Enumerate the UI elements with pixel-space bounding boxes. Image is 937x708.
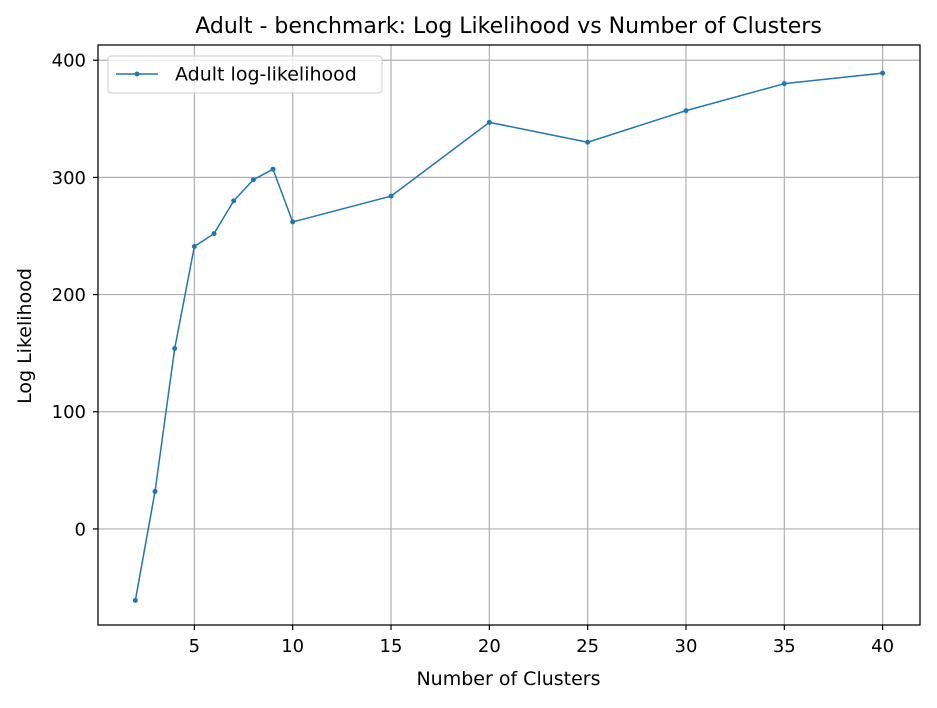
legend-label: Adult log-likelihood bbox=[175, 64, 357, 86]
data-point bbox=[290, 219, 296, 225]
x-tick-label: 35 bbox=[773, 636, 796, 657]
series-line bbox=[134, 72, 883, 601]
data-point bbox=[585, 139, 591, 145]
data-point bbox=[132, 597, 138, 603]
legend: Adult log-likelihood bbox=[107, 55, 383, 94]
data-point bbox=[152, 488, 158, 494]
chart-title: Adult - benchmark: Log Likelihood vs Num… bbox=[195, 14, 822, 39]
x-tick-label: 5 bbox=[189, 636, 200, 657]
x-tick-label: 40 bbox=[871, 636, 894, 657]
x-axis-label: Number of Clusters bbox=[416, 668, 600, 690]
y-tick-label: 0 bbox=[75, 519, 86, 540]
x-tick-label: 15 bbox=[380, 636, 403, 657]
data-point bbox=[250, 177, 256, 183]
plot-frame bbox=[97, 44, 921, 626]
x-tick-label: 25 bbox=[576, 636, 599, 657]
data-point bbox=[211, 231, 217, 237]
y-tick-label: 300 bbox=[52, 168, 86, 189]
data-point bbox=[880, 70, 886, 76]
data-point bbox=[191, 244, 197, 250]
series-layer bbox=[132, 70, 886, 603]
y-tick-label: 200 bbox=[52, 285, 86, 306]
data-point bbox=[683, 108, 689, 114]
x-tick-label: 30 bbox=[675, 636, 698, 657]
data-point bbox=[172, 345, 178, 351]
data-point bbox=[231, 198, 237, 204]
y-tick-label: 400 bbox=[52, 51, 86, 72]
data-point bbox=[781, 81, 787, 87]
y-tick-label: 100 bbox=[52, 402, 86, 423]
data-point bbox=[486, 119, 492, 125]
data-point bbox=[270, 166, 276, 172]
data-point bbox=[388, 193, 394, 199]
x-tick-label: 10 bbox=[281, 636, 304, 657]
grid-lines bbox=[98, 45, 920, 625]
legend-marker-sample bbox=[134, 71, 140, 77]
x-tick-label: 20 bbox=[478, 636, 501, 657]
legend-box bbox=[107, 55, 383, 94]
y-axis-label: Log Likelihood bbox=[14, 268, 36, 404]
